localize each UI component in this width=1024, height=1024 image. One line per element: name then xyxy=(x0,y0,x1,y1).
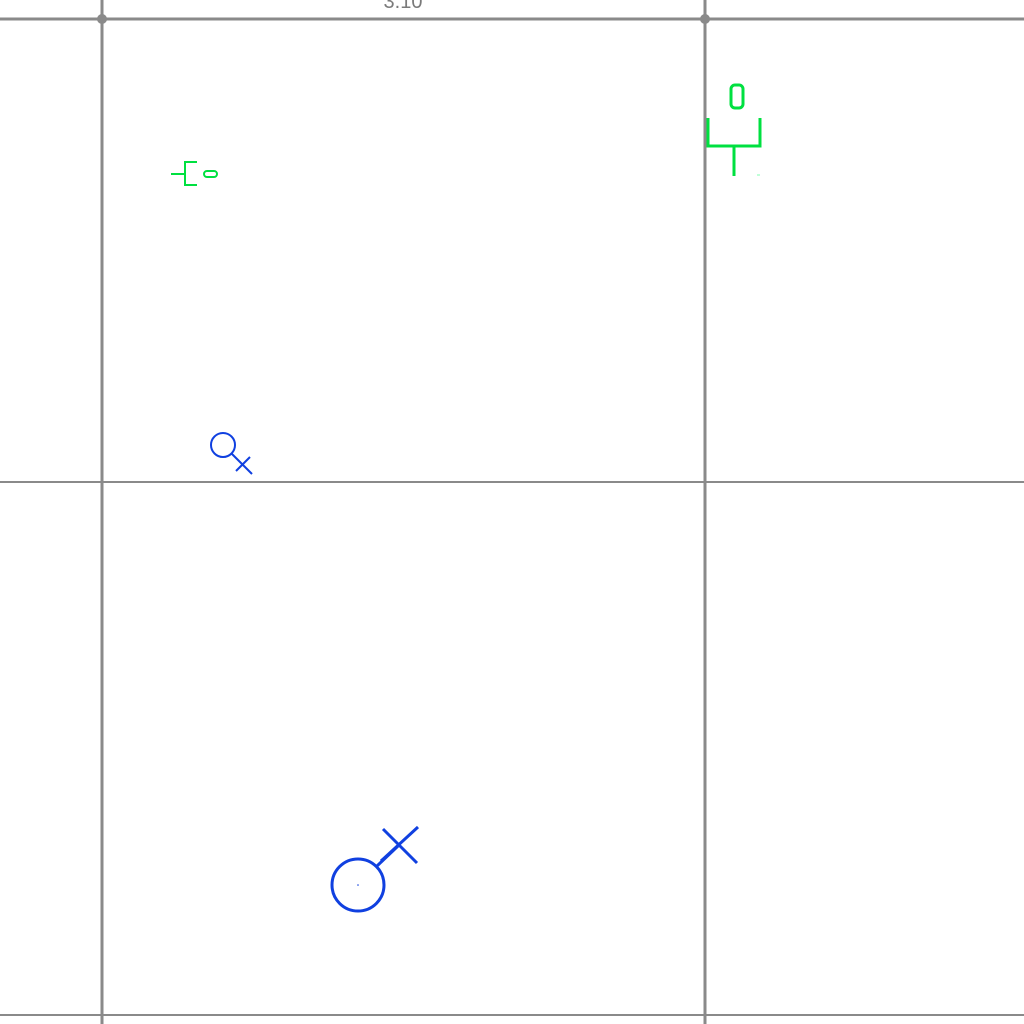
wall-mounted-fixture-green-icon[interactable] xyxy=(706,83,762,176)
dimension-label: 3.10 xyxy=(384,0,423,13)
light-point-small-blue-icon[interactable] xyxy=(210,432,253,475)
grid-node-marker-icon xyxy=(700,14,710,24)
light-point-large-blue-icon[interactable] xyxy=(330,825,420,913)
socket-outlet-green-icon[interactable] xyxy=(171,161,218,186)
grid-node-marker-icon xyxy=(97,14,107,24)
